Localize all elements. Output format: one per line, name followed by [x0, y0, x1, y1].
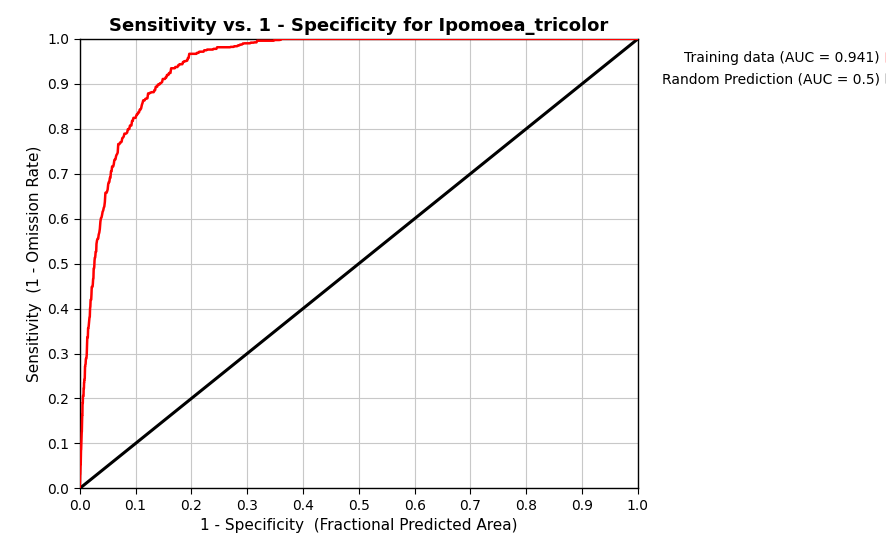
Y-axis label: Sensitivity  (1 - Omission Rate): Sensitivity (1 - Omission Rate) [27, 145, 42, 382]
X-axis label: 1 - Specificity  (Fractional Predicted Area): 1 - Specificity (Fractional Predicted Ar… [200, 518, 517, 533]
Legend: Training data (AUC = 0.941), Random Prediction (AUC = 0.5): Training data (AUC = 0.941), Random Pred… [656, 46, 886, 92]
Title: Sensitivity vs. 1 - Specificity for Ipomoea_tricolor: Sensitivity vs. 1 - Specificity for Ipom… [109, 17, 609, 34]
